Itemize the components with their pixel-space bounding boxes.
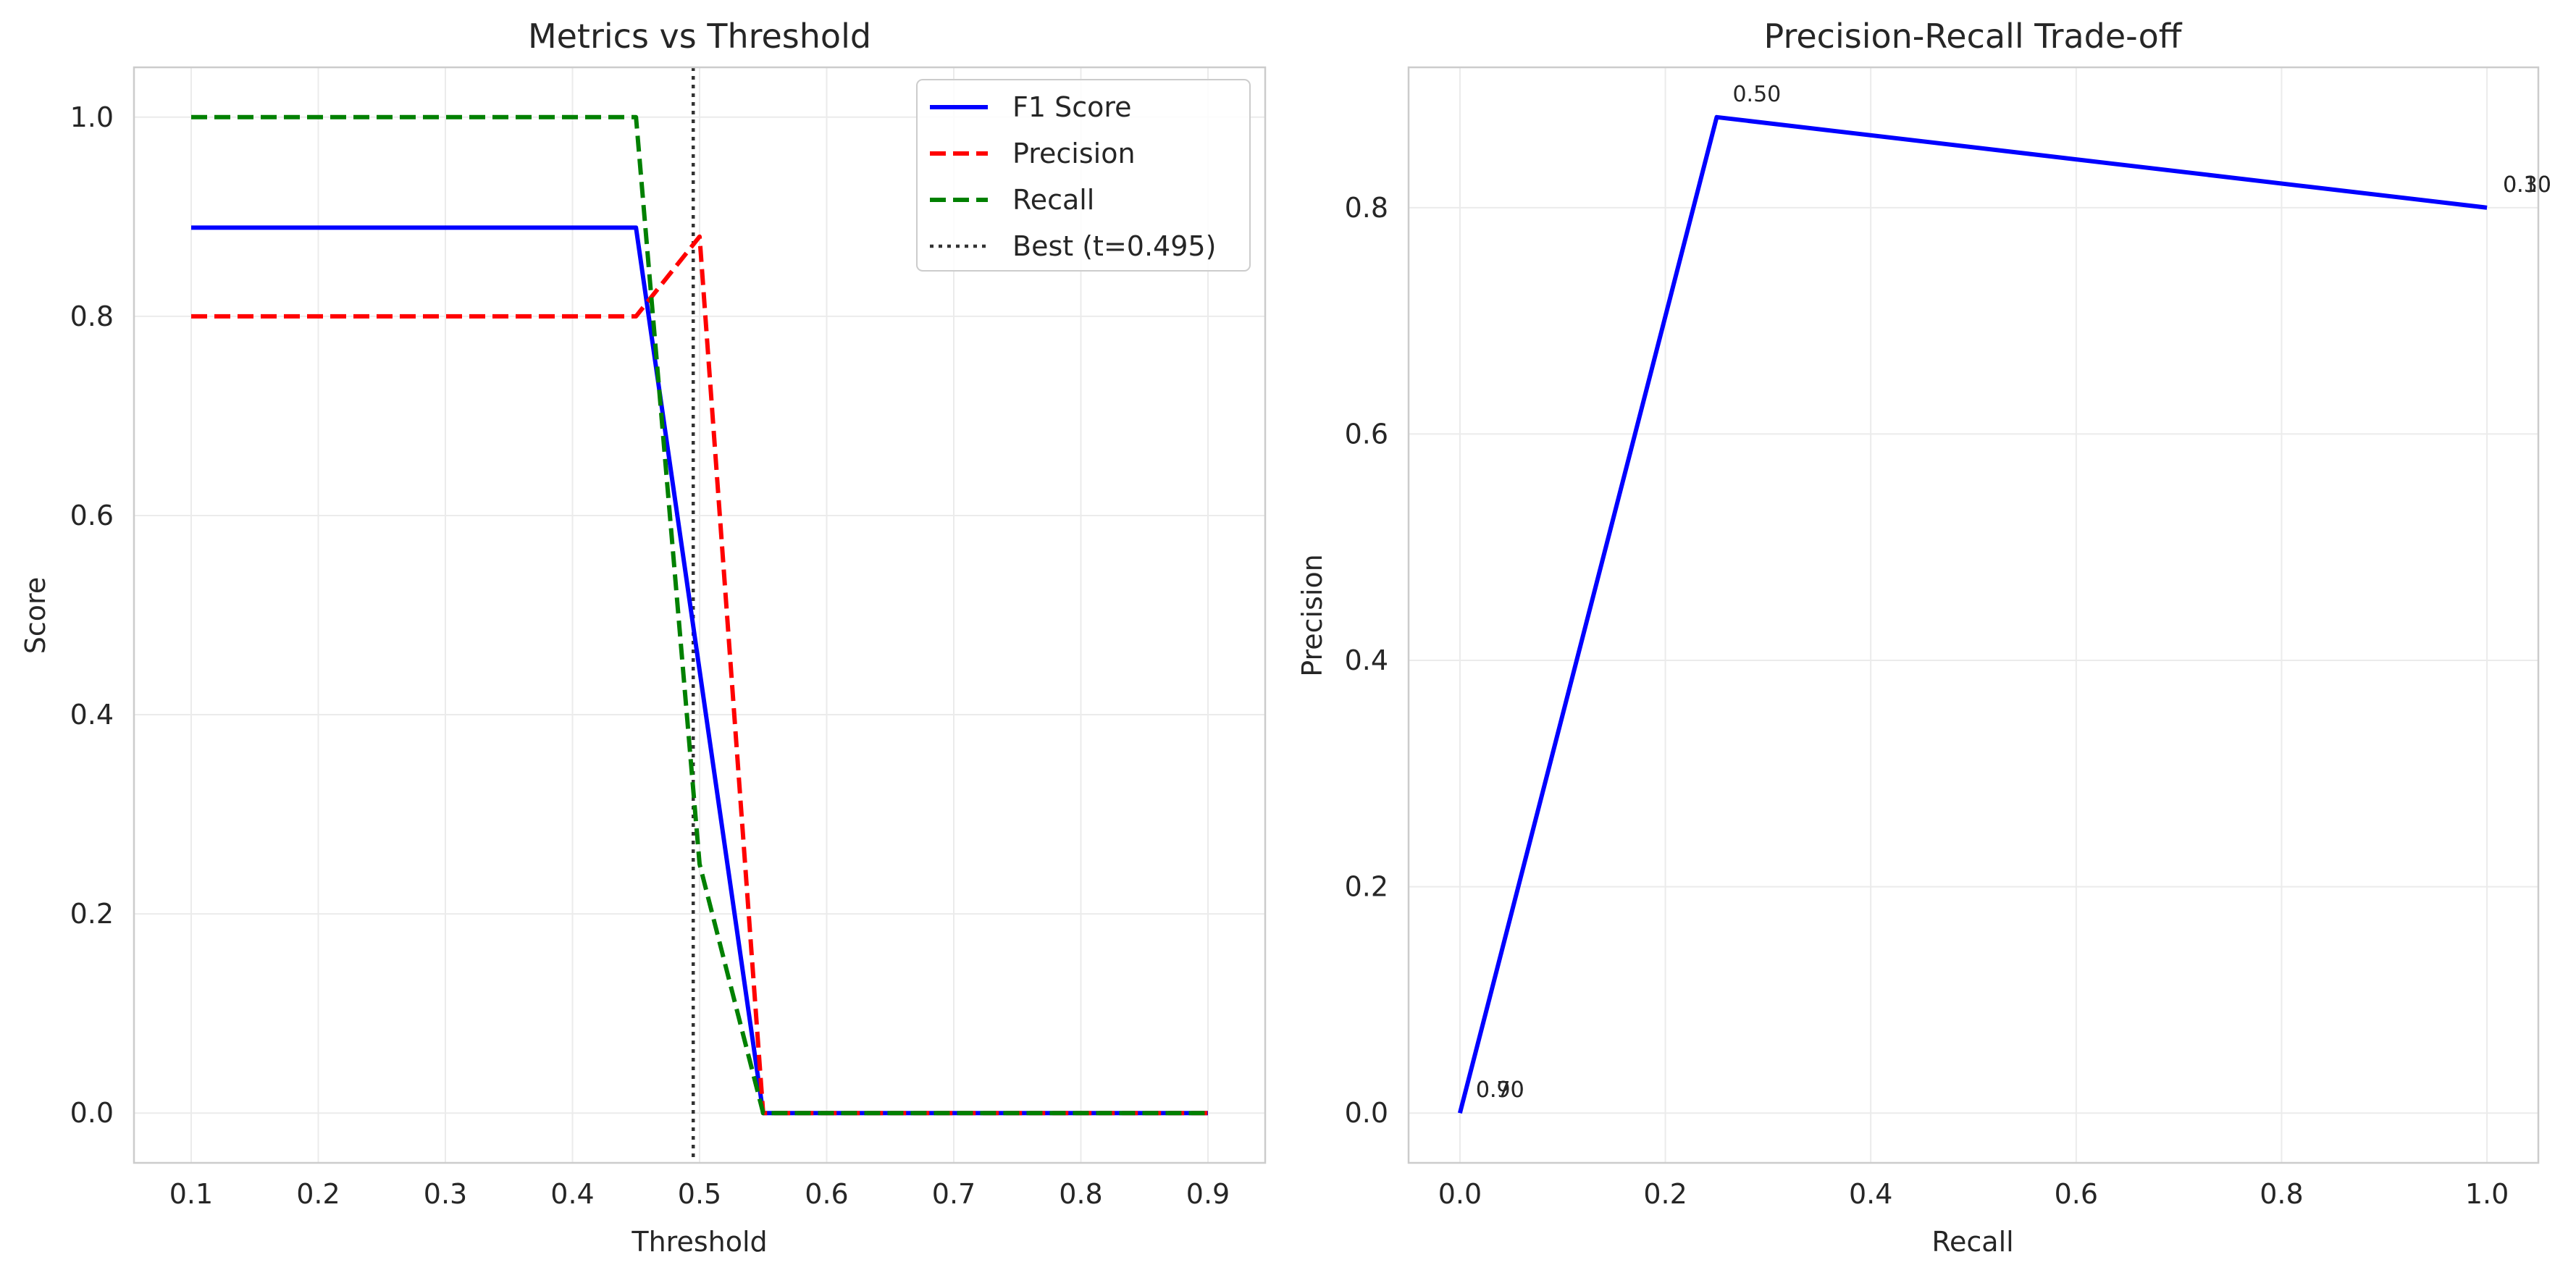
legend-label-f1-score: F1 Score [1012, 91, 1132, 123]
y-tick-label: 0.8 [70, 300, 114, 332]
x-tick-label: 0.8 [1059, 1178, 1102, 1210]
x-tick-label: 0.3 [424, 1178, 467, 1210]
y-tick-label: 1.0 [70, 101, 114, 133]
x-tick-label: 0.8 [2260, 1178, 2303, 1210]
x-tick-label: 0.0 [1438, 1178, 1482, 1210]
plot-frame [133, 66, 1267, 1164]
legend-box [916, 79, 1251, 272]
y-tick-label: 0.0 [70, 1097, 114, 1129]
y-tick-label: 0.4 [1345, 644, 1388, 676]
x-tick-label: 0.4 [1849, 1178, 1892, 1210]
chart-title: Precision-Recall Trade-off [1764, 17, 2183, 56]
x-tick-label: 0.7 [932, 1178, 976, 1210]
x-tick-label: 0.1 [169, 1178, 213, 1210]
annotations: 0.50 0.100.30 0.700.90 [1476, 82, 2551, 1103]
x-tick-label: 0.9 [1186, 1178, 1230, 1210]
x-tick-label: 0.5 [678, 1178, 721, 1210]
legend-label-recall: Recall [1012, 184, 1094, 216]
x-tick-label: 0.2 [1643, 1178, 1687, 1210]
legend-label-precision: Precision [1012, 138, 1136, 169]
x-axis-label: Threshold [631, 1226, 767, 1258]
point-annotation: 0.50 [1732, 82, 1781, 107]
point-annotation: 0.10 [2503, 172, 2551, 198]
y-tick-label: 0.8 [1345, 192, 1388, 224]
legend-label-best-threshold: Best (t=0.495) [1012, 230, 1216, 262]
point-annotation: 0.90 [1476, 1077, 1524, 1103]
y-tick-label: 0.6 [1345, 418, 1388, 450]
x-tick-label: 0.4 [550, 1178, 594, 1210]
y-tick-label: 0.6 [70, 500, 114, 531]
series-group [191, 114, 1208, 1116]
y-axis-label: Score [20, 577, 51, 654]
series-line-recall [191, 114, 1208, 1116]
legend: F1 Score Precision Recall Best (t=0.495) [916, 79, 1251, 272]
y-tick-label: 0.2 [70, 898, 114, 930]
chart-title: Metrics vs Threshold [528, 17, 871, 56]
x-tick-labels: 0.1 0.2 0.3 0.4 0.5 0.6 0.7 0.8 0.9 [169, 1178, 1230, 1210]
plot-area [1409, 67, 2538, 1163]
x-tick-label: 0.6 [2055, 1178, 2098, 1210]
y-tick-labels: 0.0 0.2 0.4 0.6 0.8 1.0 [70, 101, 114, 1129]
grid-lines [1409, 67, 2538, 1163]
x-axis-label: Recall [1931, 1226, 2013, 1258]
x-tick-labels: 0.0 0.2 0.4 0.6 0.8 1.0 [1438, 1178, 2509, 1210]
precision-recall-tradeoff-chart: Precision-Recall Trade-off 0.500.100.300… [1296, 17, 2551, 1258]
y-tick-label: 0.4 [70, 699, 114, 731]
x-tick-label: 0.2 [296, 1178, 340, 1210]
y-axis-label: Precision [1296, 554, 1328, 677]
y-tick-label: 0.2 [1345, 871, 1388, 903]
plot-frame [1407, 66, 2540, 1164]
series-group [1457, 114, 2488, 1114]
x-tick-label: 0.6 [805, 1178, 848, 1210]
x-tick-label: 1.0 [2465, 1178, 2509, 1210]
point-annotation: 0.30 [2503, 172, 2551, 198]
y-tick-labels: 0.0 0.2 0.4 0.6 0.8 [1345, 192, 1388, 1129]
y-tick-label: 0.0 [1345, 1097, 1388, 1129]
series-line-precision-recall [1457, 114, 2488, 1114]
series-line-precision [191, 234, 1208, 1116]
point-annotation: 0.70 [1476, 1077, 1524, 1103]
metrics-vs-threshold-chart: Metrics vs Threshold 0.1 0.2 0.3 0.4 0.5 0.6 0… [20, 17, 1267, 1258]
